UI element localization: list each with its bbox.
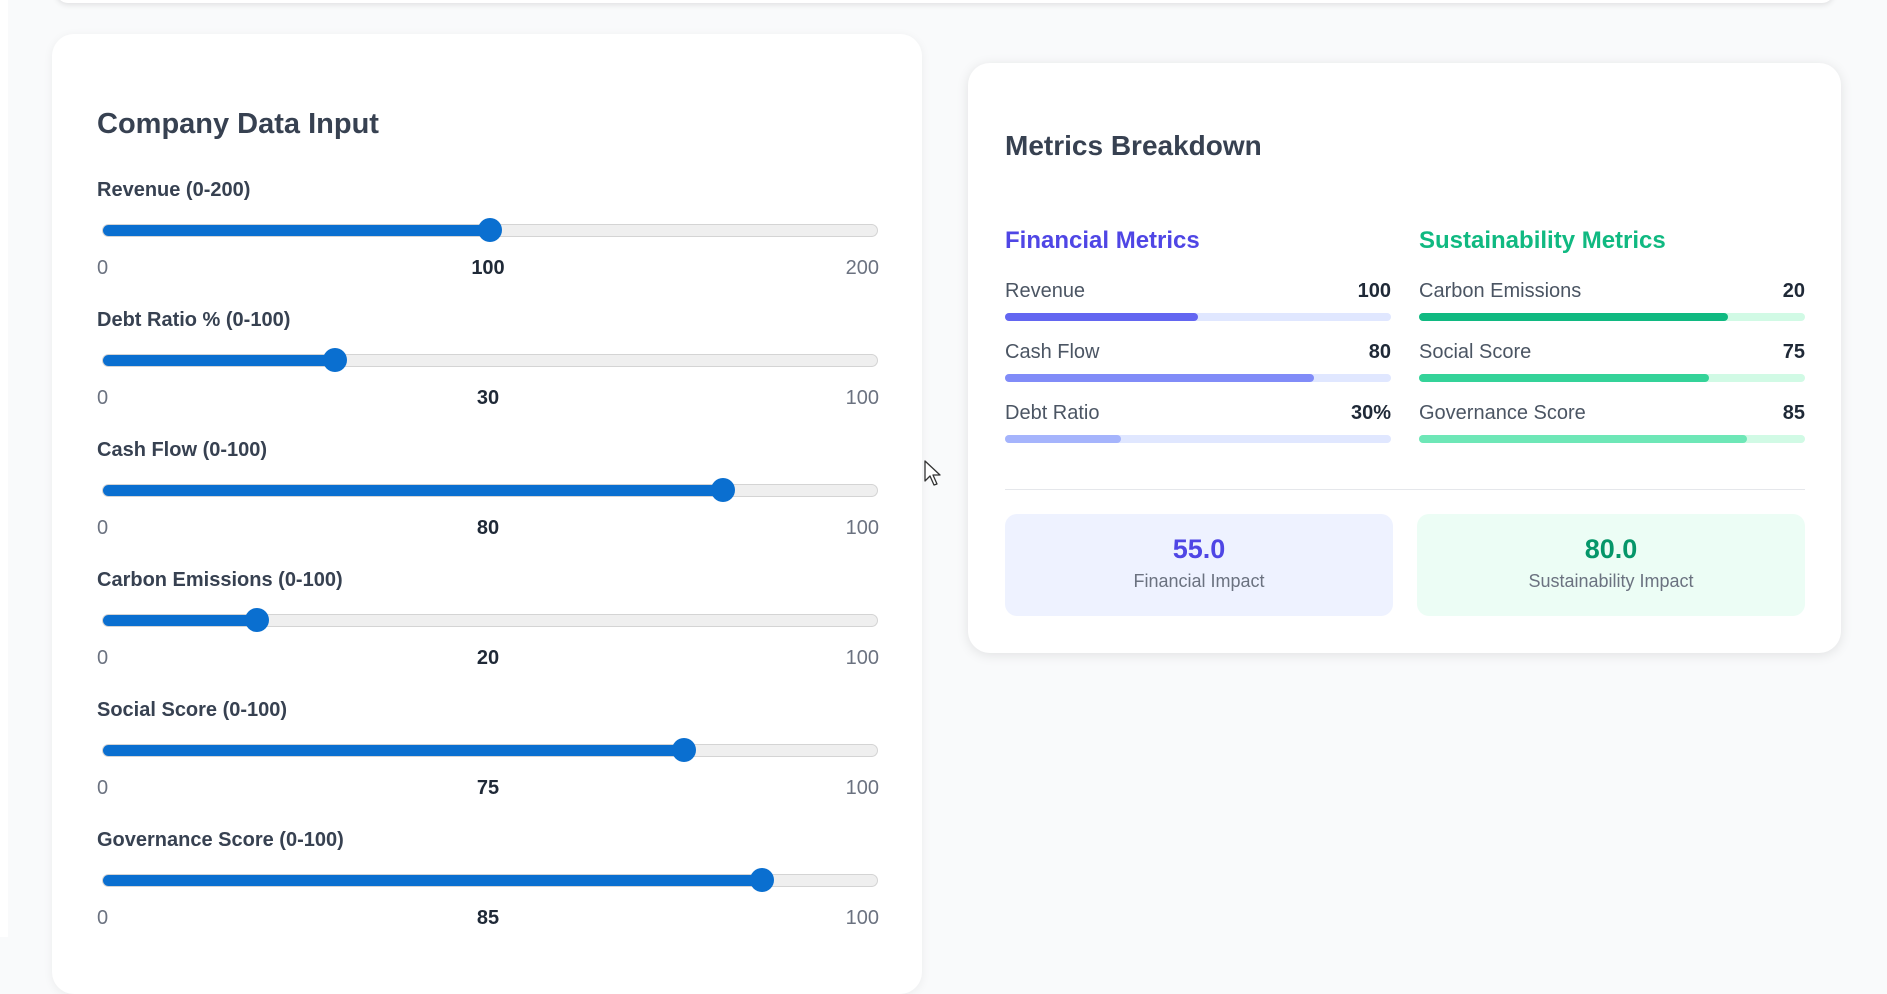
financial-metric-debt-ratio: Debt Ratio 30% — [1005, 402, 1391, 463]
governance-score-slider-fill — [103, 875, 761, 886]
sustainability-impact-label: Sustainability Impact — [1528, 571, 1694, 591]
revenue-slider-max: 200 — [845, 257, 879, 279]
sustainability-metrics-column: Sustainability Metrics Carbon Emissions … — [1419, 227, 1805, 463]
metrics-divider — [1005, 489, 1805, 490]
metric-name: Carbon Emissions — [1419, 280, 1582, 302]
metric-name: Cash Flow — [1005, 341, 1100, 363]
cash-flow-slider-track[interactable] — [102, 484, 878, 497]
revenue-slider-group: Revenue (0-200) 0 100 200 — [97, 179, 879, 309]
social-score-slider-min: 0 — [97, 777, 109, 799]
carbon-emissions-slider-fill — [103, 615, 258, 626]
left-edge-strip — [0, 0, 8, 937]
metric-name: Governance Score — [1419, 402, 1586, 424]
financial-impact-value: 55.0 — [1172, 534, 1226, 564]
metric-bar-fill — [1005, 374, 1314, 382]
company-data-input-panel: Company Data Input Revenue (0-200) 0 100… — [52, 34, 922, 994]
debt-ratio-slider-thumb[interactable] — [322, 348, 347, 372]
carbon-emissions-slider-value: 20 — [476, 647, 500, 669]
carbon-emissions-slider-track[interactable] — [102, 614, 878, 627]
sustainability-impact-value: 80.0 — [1584, 534, 1638, 564]
debt-ratio-slider-fill — [103, 355, 336, 366]
cash-flow-slider-min: 0 — [97, 517, 109, 539]
metrics-breakdown-panel: Metrics Breakdown Financial Metrics Reve… — [968, 63, 1841, 653]
social-score-slider-value: 75 — [476, 777, 500, 799]
cash-flow-slider-group: Cash Flow (0-100) 0 80 100 — [97, 439, 879, 569]
metric-value: 75 — [1782, 341, 1805, 363]
governance-score-slider-group: Governance Score (0-100) 0 85 100 — [97, 829, 879, 959]
governance-score-slider-track[interactable] — [102, 874, 878, 887]
sustainability-metric-social-score: Social Score 75 — [1419, 341, 1805, 402]
metric-value: 100 — [1357, 280, 1391, 302]
sustainability-metric-carbon-emissions: Carbon Emissions 20 — [1419, 280, 1805, 341]
metric-bar-track — [1005, 374, 1391, 382]
governance-score-slider-label: Governance Score (0-100) — [97, 829, 344, 851]
sustainability-metric-governance-score: Governance Score 85 — [1419, 402, 1805, 463]
carbon-emissions-slider-group: Carbon Emissions (0-100) 0 20 100 — [97, 569, 879, 699]
debt-ratio-slider-track[interactable] — [102, 354, 878, 367]
revenue-slider-fill — [103, 225, 490, 236]
revenue-slider-thumb[interactable] — [478, 218, 502, 242]
revenue-slider-label: Revenue (0-200) — [97, 179, 251, 201]
metric-name: Debt Ratio — [1005, 402, 1100, 424]
revenue-slider-value: 100 — [471, 257, 505, 279]
financial-metric-revenue: Revenue 100 — [1005, 280, 1391, 341]
financial-metrics-column: Financial Metrics Revenue 100 Cash Flow … — [1005, 227, 1391, 463]
debt-ratio-slider-group: Debt Ratio % (0-100) 0 30 100 — [97, 309, 879, 439]
metric-value: 30% — [1350, 402, 1391, 424]
metric-bar-fill — [1419, 313, 1728, 321]
sustainability-impact-card: 80.0 Sustainability Impact — [1417, 514, 1805, 616]
metric-bar-track — [1419, 374, 1805, 382]
sustainability-metrics-title: Sustainability Metrics — [1419, 227, 1666, 254]
metric-bar-fill — [1419, 435, 1748, 443]
governance-score-slider-min: 0 — [97, 907, 109, 929]
metric-bar-track — [1005, 313, 1391, 321]
metric-bar-fill — [1005, 435, 1121, 443]
social-score-slider-max: 100 — [845, 777, 879, 799]
input-panel-title: Company Data Input — [97, 108, 379, 140]
metric-value: 20 — [1782, 280, 1805, 302]
debt-ratio-slider-min: 0 — [97, 387, 109, 409]
metric-bar-track — [1005, 435, 1391, 443]
social-score-slider-thumb[interactable] — [672, 738, 696, 762]
financial-impact-card: 55.0 Financial Impact — [1005, 514, 1393, 616]
carbon-emissions-slider-thumb[interactable] — [245, 608, 270, 632]
social-score-slider-group: Social Score (0-100) 0 75 100 — [97, 699, 879, 829]
metric-bar-track — [1419, 313, 1805, 321]
financial-impact-label: Financial Impact — [1133, 571, 1265, 591]
governance-score-slider-value: 85 — [476, 907, 500, 929]
debt-ratio-slider-value: 30 — [476, 387, 500, 409]
social-score-slider-fill — [103, 745, 684, 756]
governance-score-slider-max: 100 — [845, 907, 879, 929]
metric-bar-fill — [1419, 374, 1709, 382]
metric-name: Social Score — [1419, 341, 1532, 363]
metrics-panel-title: Metrics Breakdown — [1005, 130, 1262, 161]
cash-flow-slider-label: Cash Flow (0-100) — [97, 439, 268, 461]
debt-ratio-slider-label: Debt Ratio % (0-100) — [97, 309, 291, 331]
top-card-edge — [56, 0, 1834, 3]
carbon-emissions-slider-label: Carbon Emissions (0-100) — [97, 569, 343, 591]
financial-metric-cash-flow: Cash Flow 80 — [1005, 341, 1391, 402]
metric-bar-track — [1419, 435, 1805, 443]
social-score-slider-track[interactable] — [102, 744, 878, 757]
revenue-slider-min: 0 — [97, 257, 109, 279]
metric-value: 85 — [1782, 402, 1805, 424]
metric-bar-fill — [1005, 313, 1198, 321]
cash-flow-slider-value: 80 — [476, 517, 500, 539]
cash-flow-slider-thumb[interactable] — [710, 478, 735, 502]
carbon-emissions-slider-max: 100 — [845, 647, 879, 669]
social-score-slider-label: Social Score (0-100) — [97, 699, 288, 721]
cash-flow-slider-fill — [103, 485, 723, 496]
metric-value: 80 — [1368, 341, 1391, 363]
mouse-pointer-icon — [924, 460, 941, 486]
debt-ratio-slider-max: 100 — [845, 387, 879, 409]
governance-score-slider-thumb[interactable] — [749, 868, 774, 892]
metric-name: Revenue — [1005, 280, 1086, 302]
cash-flow-slider-max: 100 — [845, 517, 879, 539]
financial-metrics-title: Financial Metrics — [1005, 227, 1200, 254]
carbon-emissions-slider-min: 0 — [97, 647, 109, 669]
